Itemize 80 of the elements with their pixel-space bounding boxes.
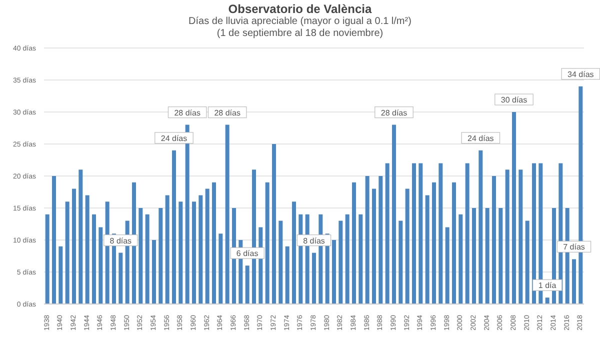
bar [525,220,530,304]
bar [78,170,83,304]
bar [265,182,270,304]
data-label: 34 días [568,70,594,79]
bar [512,112,516,304]
bar [132,182,136,304]
bar [172,150,176,304]
data-label: 24 días [468,134,494,143]
bar [372,188,376,304]
bar [292,202,296,304]
bar [538,163,543,304]
data-label: 30 días [500,96,528,104]
bar [158,208,163,304]
bar [492,176,496,304]
data-label: 28 días [174,108,200,118]
bar [432,182,436,304]
chart-title: Observatorio de València [227,2,373,16]
bar [405,188,410,304]
bar [498,208,503,304]
bar [385,163,390,304]
bar [152,240,156,304]
bar [472,208,476,304]
bar [345,214,350,304]
bar [312,252,316,304]
bar [145,214,150,304]
bar [478,150,483,304]
bar [545,298,550,304]
data-label: 7 días [563,242,585,252]
chart-subtitle: Días de lluvia apreciable (mayor o igual a 0.1 l/m²) (1 de septiembre al 18 de noviembre) [188,16,412,40]
bar [285,246,290,304]
bar [572,259,576,304]
data-label: 6 días [236,249,258,258]
bar [185,124,190,304]
bar [52,176,56,304]
bar [98,227,103,304]
bar [332,240,336,304]
bar [72,188,76,304]
data-label: 8 días [303,236,325,246]
bar [165,195,170,304]
bar [58,246,63,304]
data-label: 8 días [110,236,132,246]
bar [412,163,416,304]
bar [205,188,210,304]
bar [178,202,183,304]
bar [65,202,70,304]
bar [532,163,536,304]
bar [225,124,230,304]
data-label: 1 día [538,281,557,290]
bar [118,252,123,304]
bar [212,182,216,304]
bar [245,266,250,304]
bar [378,176,383,304]
data-label: 28 días [214,108,240,118]
bar [45,214,50,304]
bar [485,208,490,304]
bar [398,220,403,304]
bar [505,170,510,304]
bar [338,220,343,304]
bar [352,182,356,304]
bar [445,227,450,304]
bar [465,163,470,304]
bar [358,214,363,304]
bar [218,234,223,304]
bar [198,195,203,304]
bar [418,163,423,304]
bar [438,163,443,304]
data-label: 28 días [380,108,408,118]
bar [92,214,96,304]
bar [272,144,276,304]
bar [452,182,456,304]
bar [278,220,283,304]
data-label: 24 días [160,134,188,143]
bar [138,208,143,304]
bar [192,202,196,304]
bar [365,176,370,304]
bar [458,214,463,304]
bar [518,170,523,304]
bar [392,124,396,304]
bar [425,195,430,304]
bar [85,195,90,304]
